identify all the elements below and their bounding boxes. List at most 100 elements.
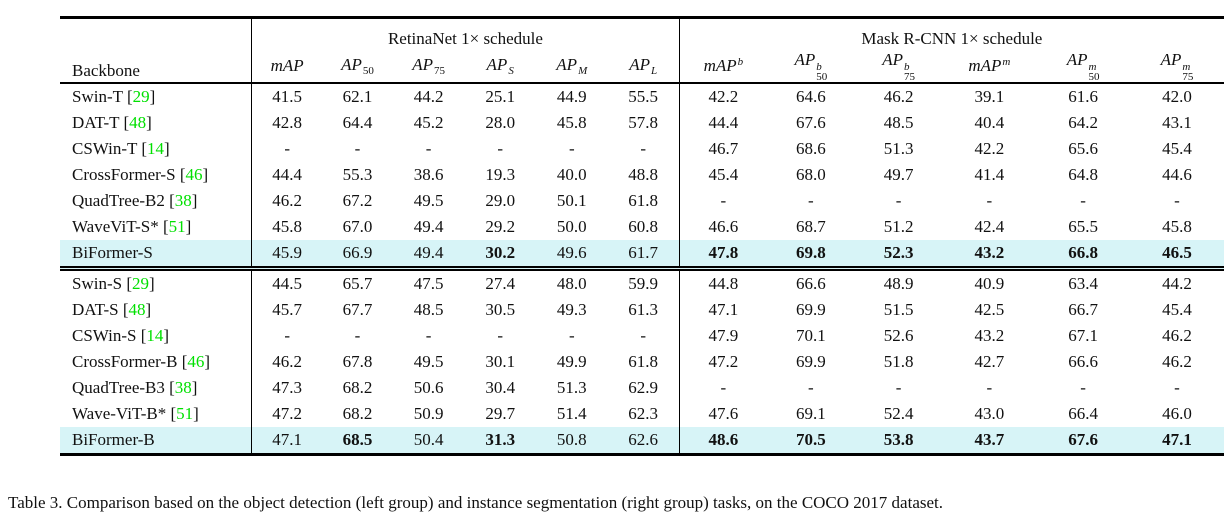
citation-link[interactable]: 48 xyxy=(128,300,146,319)
metric-value: 62.6 xyxy=(607,427,680,455)
metric-value: 63.4 xyxy=(1036,266,1131,297)
citation-link[interactable]: 14 xyxy=(147,139,165,158)
metric-value: 47.1 xyxy=(678,297,767,323)
metric-value: 44.9 xyxy=(556,87,587,106)
table-row: WaveViT-S* [51] 45.8 67.0 49.4 29.2 50.0 60.8 4… xyxy=(60,214,1224,240)
metric-value: 66.7 xyxy=(1068,300,1098,319)
metric-value: - xyxy=(678,375,767,401)
citation-link[interactable]: 14 xyxy=(146,326,164,345)
metric-value: 48.6 xyxy=(678,427,767,455)
metric-value: 68.2 xyxy=(342,404,373,423)
metric-value: 61.8 xyxy=(628,191,659,210)
backbone-name: CrossFormer-B [46] xyxy=(72,352,211,371)
metric-value: 65.5 xyxy=(1068,217,1098,236)
citation-link[interactable]: 46 xyxy=(187,352,205,371)
metric-value: 42.2 xyxy=(678,83,767,110)
metric-value: 29.7 xyxy=(485,404,516,423)
table-row: QuadTree-B3 [38] 47.3 68.2 50.6 30.4 51.3 62.9… xyxy=(60,375,1224,401)
metric-value: 67.2 xyxy=(342,191,373,210)
metric-value: 44.4 xyxy=(678,110,767,136)
metric-value: 29.2 xyxy=(485,217,516,236)
metric-value: 40.4 xyxy=(974,113,1005,132)
metric-value: - xyxy=(640,326,646,345)
metric-value: 46.2 xyxy=(251,188,323,214)
metric-value: 31.3 xyxy=(464,427,536,455)
metric-value: 52.3 xyxy=(854,240,943,269)
metric-value: 30.4 xyxy=(485,378,516,397)
citation-link[interactable]: 29 xyxy=(132,87,150,106)
metric-value: 66.6 xyxy=(766,266,855,297)
backbone-name: DAT-T [48] xyxy=(72,113,152,132)
metric-value: 42.8 xyxy=(251,110,323,136)
metric-value: 49.7 xyxy=(883,165,914,184)
metric-value: 50.8 xyxy=(535,427,608,455)
citation-link[interactable]: 46 xyxy=(185,165,203,184)
metric-value: 69.9 xyxy=(795,352,826,371)
metric-value: - xyxy=(425,139,432,158)
metric-value: 46.2 xyxy=(1162,352,1192,371)
metric-value: 67.8 xyxy=(342,352,373,371)
table-caption: Table 3. Comparison based on the object … xyxy=(8,493,943,512)
backbone-column-header: Backbone xyxy=(72,61,140,80)
metric-value: 64.6 xyxy=(795,87,826,106)
citation-link[interactable]: 51 xyxy=(168,217,186,236)
metric-value: 44.2 xyxy=(413,87,444,106)
metric-value: 40.0 xyxy=(556,165,587,184)
metric-value: 51.5 xyxy=(883,300,914,319)
citation-link[interactable]: 48 xyxy=(129,113,147,132)
backbone-name: QuadTree-B3 [38] xyxy=(72,378,198,397)
metric-value: 62.3 xyxy=(628,404,659,423)
metric-value: 48.5 xyxy=(883,113,914,132)
metric-value: - xyxy=(1174,191,1180,210)
group-header-mask-rcnn: Mask R-CNN 1× schedule xyxy=(678,17,1224,50)
metric-value: 55.3 xyxy=(342,165,373,184)
metric-value: 66.8 xyxy=(1036,240,1131,269)
metric-value: 52.6 xyxy=(883,326,914,345)
metric-value: 44.4 xyxy=(251,162,323,188)
citation-link[interactable]: 38 xyxy=(174,378,192,397)
metric-value: 47.6 xyxy=(678,401,767,427)
metric-value: 57.8 xyxy=(628,113,659,132)
metric-value: 50.0 xyxy=(556,217,587,236)
metric-value: - xyxy=(425,326,432,345)
metric-value: 66.6 xyxy=(1068,352,1098,371)
metric-value: - xyxy=(895,191,902,210)
table-row: BiFormer-S 45.9 66.9 49.4 30.2 49.6 61.7 47.8 69… xyxy=(60,240,1224,269)
metric-value: 48.9 xyxy=(854,266,943,297)
citation-link[interactable]: 38 xyxy=(174,191,192,210)
metric-value: 45.4 xyxy=(678,162,767,188)
metric-value: 28.0 xyxy=(485,113,516,132)
citation-link[interactable]: 29 xyxy=(132,274,149,293)
metric-value: 46.6 xyxy=(678,214,767,240)
table-row: DAT-S [48] 45.7 67.7 48.5 30.5 49.3 61.3 47.1 69… xyxy=(60,297,1224,323)
backbone-name: Swin-S [29] xyxy=(60,266,252,297)
metric-value: 43.2 xyxy=(974,326,1005,345)
metric-value: 47.5 xyxy=(392,266,465,297)
metric-value: 45.4 xyxy=(1162,139,1192,158)
metric-value: 61.6 xyxy=(1068,87,1098,106)
metric-value: 40.9 xyxy=(942,266,1037,297)
metric-value: 66.4 xyxy=(1068,404,1098,423)
column-header: AP m 75 xyxy=(1160,50,1194,83)
metric-value: - xyxy=(1174,378,1180,397)
metric-value: 49.4 xyxy=(392,240,465,269)
metric-value: 50.9 xyxy=(413,404,444,423)
citation-link[interactable]: 51 xyxy=(176,404,194,423)
metric-value: 45.4 xyxy=(1162,300,1192,319)
metric-value: 51.3 xyxy=(883,139,914,158)
metric-value: 51.3 xyxy=(556,378,587,397)
metric-value: - xyxy=(808,191,814,210)
metric-value: 49.5 xyxy=(413,191,444,210)
metric-value: 59.9 xyxy=(607,266,680,297)
metric-value: - xyxy=(895,378,902,397)
metric-value: - xyxy=(251,136,323,162)
metric-value: 45.7 xyxy=(251,297,323,323)
metric-value: - xyxy=(497,139,504,158)
metric-value: 53.8 xyxy=(854,427,943,455)
table-row: Wave-ViT-B* [51] 47.2 68.2 50.9 29.7 51.4 62.3… xyxy=(60,401,1224,427)
column-header: mAP xyxy=(251,50,323,83)
column-header: AP b 50 xyxy=(794,50,828,83)
metric-value: 51.2 xyxy=(883,217,914,236)
metric-value: 45.9 xyxy=(251,240,323,269)
metric-value: - xyxy=(568,326,575,345)
